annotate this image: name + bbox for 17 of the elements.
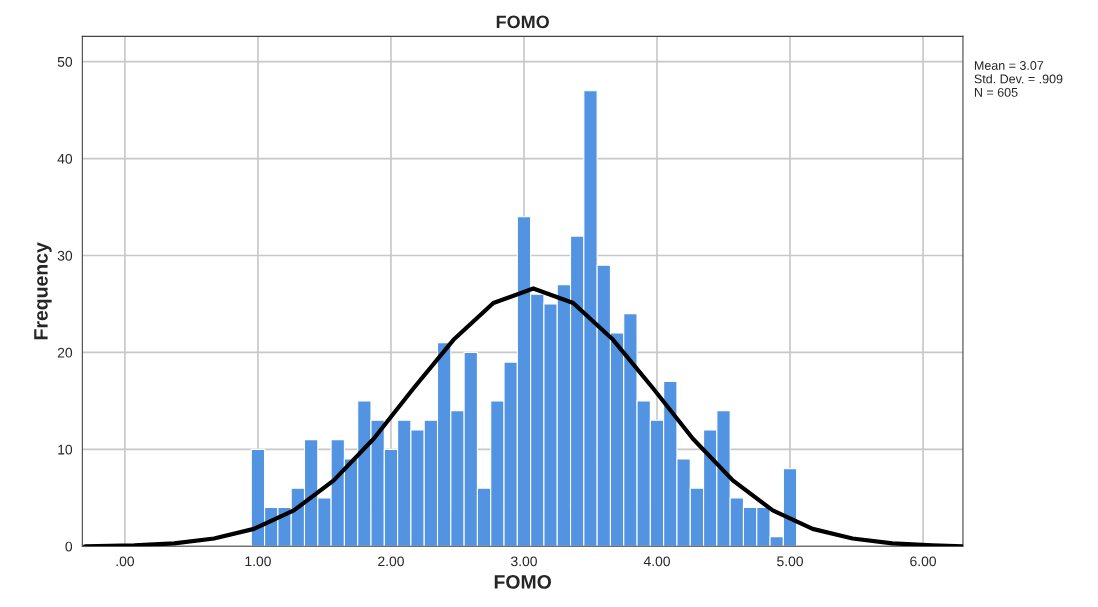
y-axis-title: Frequency <box>34 242 52 340</box>
y-tick-label: 50 <box>57 56 73 67</box>
x-tick-label: 3.00 <box>510 556 537 567</box>
x-tick-label: 6.00 <box>910 556 937 567</box>
y-tick-label: 20 <box>57 347 73 358</box>
chart-title: FOMO <box>496 15 549 29</box>
x-tick-label: 5.00 <box>777 556 803 567</box>
y-tick-label: 30 <box>57 250 73 261</box>
x-tick-label: 4.00 <box>643 556 670 567</box>
x-tick-label: 2.00 <box>378 556 404 567</box>
y-tick-label: 40 <box>57 153 73 164</box>
x-tick-label: .00 <box>116 556 135 567</box>
text: Mean = 3.07 Std. Dev. = .909 N = 605 <box>974 61 1063 97</box>
x-axis-title: FOMO <box>494 575 551 589</box>
y-tick-label: 0 <box>65 541 73 552</box>
x-tick-label: 1.00 <box>245 556 271 567</box>
y-tick-label: 10 <box>58 444 73 455</box>
